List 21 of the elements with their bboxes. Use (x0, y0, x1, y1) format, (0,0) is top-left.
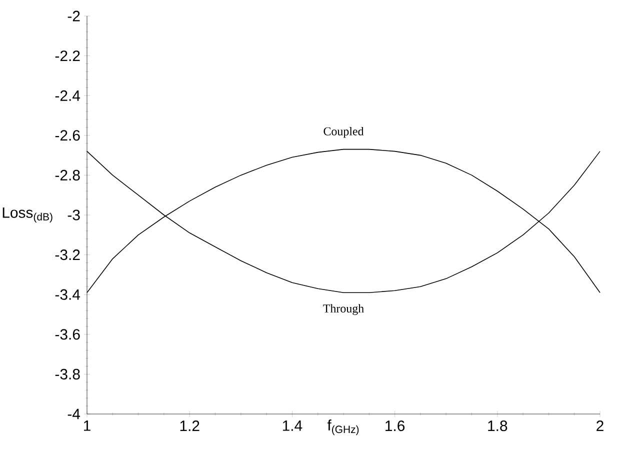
x-tick-label: 1 (84, 420, 90, 431)
x-axis-title: f$_{(GHz)}$ (327, 420, 359, 436)
x-tick-label: 2 (596, 420, 604, 431)
y-tick-label: -2.8 (55, 170, 80, 180)
x-tick-label: 1.6 (386, 420, 405, 432)
x-tick-label: 1.2 (180, 420, 200, 431)
y-tick-label: -3.2 (55, 250, 80, 260)
y-tick-label: -2.6 (55, 130, 80, 141)
x-tick-label: 1.4 (282, 420, 302, 431)
y-tick-label: -2.4 (55, 90, 80, 101)
y-tick-label: -3.8 (55, 368, 80, 380)
y-tick-label: -3.4 (55, 289, 80, 300)
series-label: Through (323, 304, 364, 315)
y-tick-label: -2 (68, 10, 80, 22)
x-tick-label: 1.8 (488, 420, 508, 432)
y-tick-label: -3.6 (55, 329, 80, 340)
series-label: Coupled (324, 126, 364, 138)
y-tick-label: -3 (68, 210, 80, 220)
y-tick-label: -2.2 (55, 50, 80, 62)
y-axis-title: Loss$_{(dB)}$ (2, 207, 52, 223)
y-tick-label: -4 (68, 408, 80, 420)
